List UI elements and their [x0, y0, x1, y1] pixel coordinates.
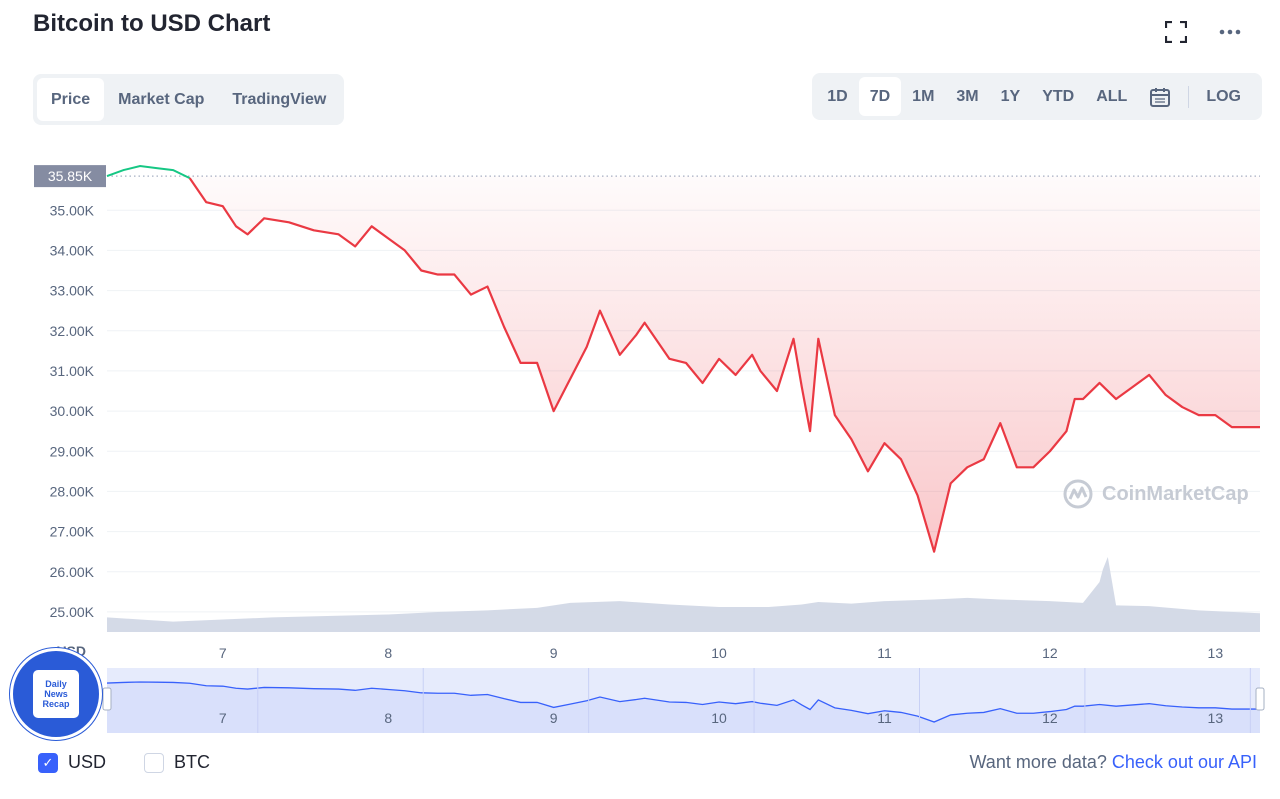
x-tick-label: 13 — [1208, 645, 1224, 661]
range-1d[interactable]: 1D — [827, 87, 848, 105]
footer-api: Want more data? Check out our API — [969, 752, 1257, 773]
navigator: 7 8 9 10 11 12 13 — [102, 668, 1265, 733]
watermark-text: CoinMarketCap — [1102, 482, 1249, 505]
tab-tradingview[interactable]: TradingView — [232, 90, 327, 108]
btc-label: BTC — [174, 752, 211, 772]
news-badge[interactable]: Daily News Recap — [10, 648, 102, 740]
x-axis: 7 8 9 10 11 12 13 — [219, 645, 1223, 661]
x-tick-label: 11 — [877, 645, 892, 661]
y-axis: 35.00K 34.00K 33.00K 32.00K 31.00K 30.00K 29.0… — [34, 165, 106, 659]
y-tick-label: 33.00K — [50, 283, 95, 299]
badge-line-2: News — [44, 689, 68, 699]
navigator-tick-label: 10 — [711, 710, 727, 726]
navigator-bg — [107, 668, 1260, 733]
currency-toggles: ✓ USD BTC — [38, 752, 238, 773]
range-divider — [1188, 85, 1190, 108]
film-icon: Daily News Recap — [27, 670, 85, 718]
price-line-up — [106, 165, 191, 180]
x-tick-label: 10 — [711, 645, 727, 661]
range-1y[interactable]: 1Y — [1000, 87, 1021, 105]
current-price-label: 35.85K — [48, 168, 93, 184]
badge-line-3: Recap — [42, 699, 70, 709]
navigator-tick-label: 8 — [384, 710, 392, 726]
range-tabs: 1D 7D 1M 3M 1Y YTD ALL LOG — [812, 73, 1262, 120]
navigator-tick-label: 7 — [219, 710, 227, 726]
chart-grid — [107, 175, 1260, 613]
page-title: Bitcoin to USD Chart — [33, 10, 271, 37]
y-tick-label: 28.00K — [50, 483, 95, 499]
usd-label: USD — [68, 752, 107, 772]
tab-market-cap[interactable]: Market Cap — [118, 90, 205, 108]
footer-text: Want more data? — [969, 752, 1107, 772]
range-7d[interactable]: 7D — [858, 77, 902, 116]
fullscreen-icon[interactable] — [1164, 20, 1188, 44]
x-tick-label: 9 — [550, 645, 558, 661]
more-icon[interactable] — [1218, 20, 1242, 44]
calendar-button[interactable] — [1138, 77, 1182, 116]
watermark: CoinMarketCap — [1062, 478, 1249, 510]
volume-area — [107, 557, 1260, 632]
y-tick-label: 27.00K — [50, 524, 95, 540]
y-tick-label: 26.00K — [50, 564, 95, 580]
current-price-badge — [34, 165, 106, 188]
navigator-fill — [107, 682, 1260, 733]
tab-price[interactable]: Price — [37, 78, 105, 121]
btc-checkbox[interactable] — [144, 752, 165, 773]
y-tick-label: 34.00K — [50, 242, 95, 258]
y-tick-label: 30.00K — [50, 403, 95, 419]
navigator-handle-right[interactable] — [1255, 687, 1265, 711]
calendar-icon — [1150, 87, 1171, 107]
log-toggle[interactable]: LOG — [1206, 87, 1241, 105]
volume-layer — [107, 557, 1260, 632]
range-1m[interactable]: 1M — [912, 87, 935, 105]
y-tick-label: 32.00K — [50, 323, 95, 339]
x-tick-label: 12 — [1042, 645, 1058, 661]
badge-line-1: Daily — [45, 679, 67, 689]
x-tick-label: 8 — [384, 645, 392, 661]
navigator-handle-left[interactable] — [102, 687, 112, 711]
navigator-tick-label: 12 — [1042, 710, 1058, 726]
navigator-line — [106, 681, 1260, 723]
view-tabs: Price Market Cap TradingView — [33, 74, 345, 125]
usd-checkbox[interactable]: ✓ — [38, 752, 58, 773]
range-all[interactable]: ALL — [1096, 87, 1128, 105]
y-tick-label: 25.00K — [50, 604, 95, 620]
top-actions — [1164, 20, 1242, 44]
y-tick-label: 29.00K — [50, 443, 95, 459]
navigator-tick-label: 13 — [1208, 710, 1224, 726]
navigator-tick-label: 9 — [550, 710, 558, 726]
range-ytd[interactable]: YTD — [1042, 87, 1075, 105]
x-tick-label: 7 — [219, 645, 227, 661]
api-link[interactable]: Check out our API — [1111, 752, 1257, 772]
range-3m[interactable]: 3M — [956, 87, 979, 105]
y-tick-label: 31.00K — [50, 363, 95, 379]
y-tick-label: 35.00K — [50, 202, 95, 218]
navigator-tick-label: 11 — [877, 710, 892, 726]
coinmarketcap-logo-icon — [1063, 479, 1093, 509]
